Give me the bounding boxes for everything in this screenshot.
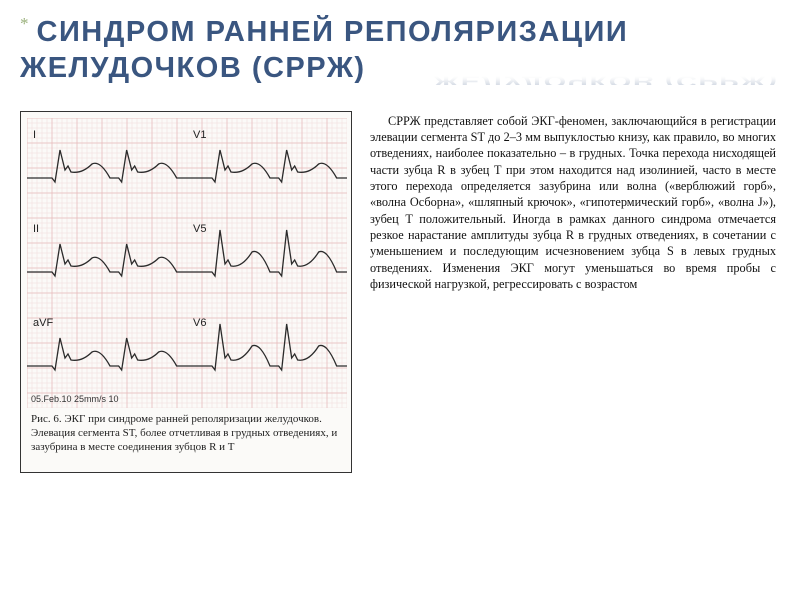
- svg-text:V5: V5: [193, 223, 206, 235]
- figure-caption: Рис. 6. ЭКГ при синдроме ранней реполяри…: [27, 408, 345, 455]
- content-row: I V1 II V5 aVF V6 05.Feb.10 25mm/s 10 Рис. 6. …: [20, 111, 780, 591]
- svg-text:05.Feb.10 25mm/s 10: 05.Feb.10 25mm/s 10: [31, 394, 119, 404]
- figure-column: I V1 II V5 aVF V6 05.Feb.10 25mm/s 10 Рис. 6. …: [20, 111, 352, 591]
- title-asterisk: *: [20, 14, 29, 33]
- svg-text:V1: V1: [193, 129, 206, 141]
- svg-text:II: II: [33, 223, 39, 235]
- slide-title: Синдром ранней реполяризации желудочков …: [20, 16, 628, 84]
- ecg-strips: I V1 II V5 aVF V6 05.Feb.10 25mm/s 10: [27, 118, 345, 408]
- title-reflection: желудочков (СРРЖ): [20, 76, 780, 85]
- svg-text:I: I: [33, 129, 36, 141]
- title-block: * Синдром ранней реполяризации желудочко…: [20, 14, 780, 101]
- body-paragraph: СРРЖ представляет собой ЭКГ-феномен, зак…: [370, 113, 776, 293]
- svg-text:aVF: aVF: [33, 317, 53, 329]
- body-text-column: СРРЖ представляет собой ЭКГ-феномен, зак…: [370, 111, 780, 591]
- ecg-figure: I V1 II V5 aVF V6 05.Feb.10 25mm/s 10 Рис. 6. …: [20, 111, 352, 473]
- svg-text:V6: V6: [193, 317, 206, 329]
